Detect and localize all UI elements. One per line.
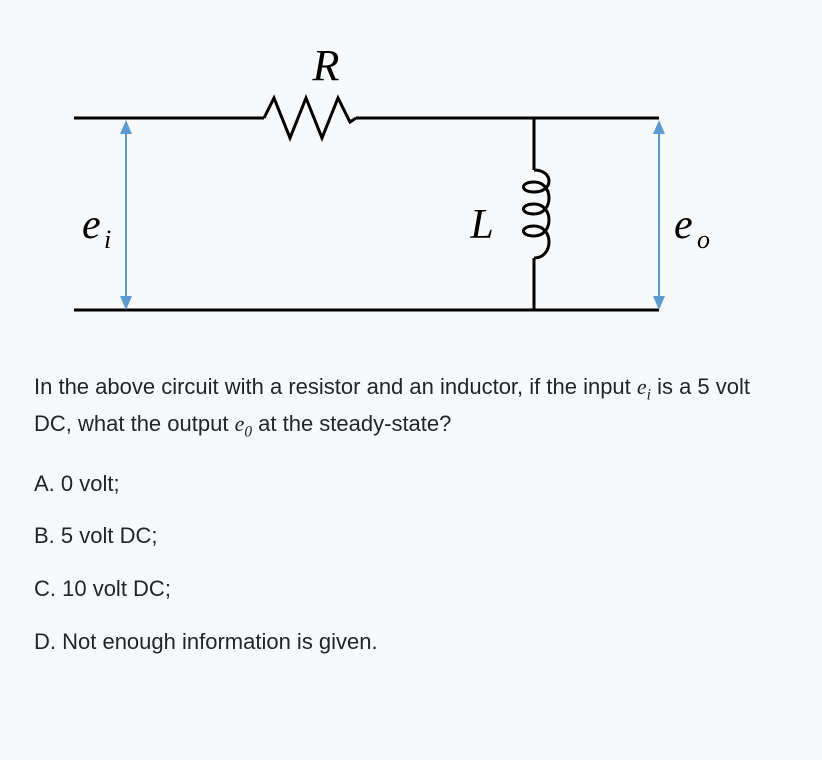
input-label: e i (82, 202, 111, 254)
svg-text:i: i (104, 225, 111, 254)
option-d[interactable]: D. Not enough information is given. (34, 627, 792, 658)
option-a[interactable]: A. 0 volt; (34, 469, 792, 500)
svg-text:e: e (674, 202, 693, 248)
question-var2-sub: 0 (244, 424, 252, 441)
output-label: e o (674, 202, 710, 254)
option-b[interactable]: B. 5 volt DC; (34, 521, 792, 552)
svg-text:o: o (697, 225, 710, 254)
question-var1: e (637, 374, 647, 399)
options-list: A. 0 volt; B. 5 volt DC; C. 10 volt DC; … (34, 469, 792, 658)
input-voltage-arrow (120, 120, 132, 310)
resistor-label: R (312, 41, 340, 90)
circuit-diagram: R L e i (34, 30, 734, 330)
question-text: In the above circuit with a resistor and… (34, 370, 792, 445)
question-var2: e (235, 411, 245, 436)
option-c[interactable]: C. 10 volt DC; (34, 574, 792, 605)
svg-text:e: e (82, 202, 101, 248)
page-container: R L e i (0, 0, 822, 710)
inductor-label: L (469, 202, 493, 248)
circuit-svg: R L e i (34, 30, 734, 330)
output-voltage-arrow (653, 120, 665, 310)
question-pre: In the above circuit with a resistor and… (34, 374, 637, 399)
question-post: at the steady-state? (252, 411, 451, 436)
